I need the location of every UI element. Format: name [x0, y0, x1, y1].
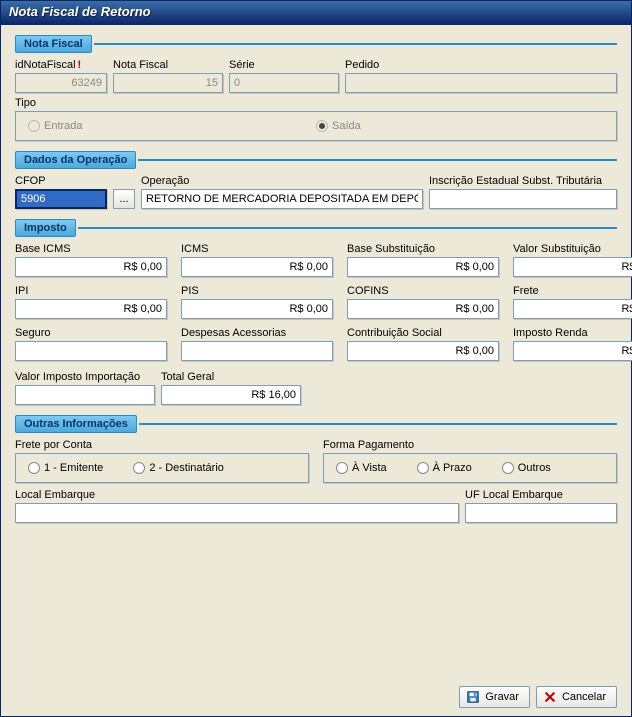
cancelar-button[interactable]: Cancelar [536, 686, 617, 708]
radio-label-a-vista: À Vista [352, 462, 387, 474]
radio-label-destinatario: 2 - Destinatário [149, 462, 224, 474]
label-base-subst: Base Substituição [347, 243, 499, 255]
radio-emitente[interactable]: 1 - Emitente [28, 462, 103, 474]
footer-buttons: Gravar Cancelar [459, 686, 617, 708]
fieldset-outras: Outras Informações Frete por Conta 1 - E… [15, 415, 617, 523]
radio-dot-outros [502, 462, 514, 474]
label-valor-subst: Valor Substituição [513, 243, 632, 255]
label-frete-por-conta: Frete por Conta [15, 439, 309, 451]
cancelar-label: Cancelar [562, 691, 606, 703]
label-cofins: COFINS [347, 285, 499, 297]
label-uf-local-embarque: UF Local Embarque [465, 489, 617, 501]
panel-forma-pagamento: À Vista À Prazo Outros [323, 453, 617, 483]
label-ipi: IPI [15, 285, 167, 297]
label-tipo: Tipo [15, 97, 617, 109]
label-frete: Frete [513, 285, 632, 297]
input-icms[interactable] [181, 257, 333, 277]
legend-nota-fiscal: Nota Fiscal [15, 35, 92, 53]
legend-dados-operacao: Dados da Operação [15, 151, 136, 169]
cancel-icon [543, 690, 557, 704]
label-icms: ICMS [181, 243, 333, 255]
label-pedido: Pedido [345, 59, 617, 71]
radio-saida: Saída [316, 120, 604, 132]
input-pedido [345, 73, 617, 93]
fieldset-imposto: Imposto Base ICMS ICMS Base Substituição… [15, 219, 617, 405]
panel-tipo: Entrada Saída [15, 111, 617, 141]
save-icon [466, 690, 480, 704]
radio-dot-entrada [28, 120, 40, 132]
input-base-subst[interactable] [347, 257, 499, 277]
input-ipi[interactable] [15, 299, 167, 319]
radio-label-entrada: Entrada [44, 120, 83, 132]
input-pis[interactable] [181, 299, 333, 319]
input-local-embarque[interactable] [15, 503, 459, 523]
titlebar: Nota Fiscal de Retorno [1, 1, 631, 25]
radio-a-vista[interactable]: À Vista [336, 462, 387, 474]
window-title: Nota Fiscal de Retorno [9, 4, 151, 19]
label-total-geral: Total Geral [161, 371, 301, 383]
radio-dot-saida [316, 120, 328, 132]
radio-label-a-prazo: À Prazo [433, 462, 472, 474]
label-operacao: Operação [141, 175, 423, 187]
content: Nota Fiscal idNotaFiscal! Nota Fiscal Sé… [1, 25, 631, 543]
cfop-lookup-button[interactable]: ... [113, 189, 135, 209]
input-contrib-social[interactable] [347, 341, 499, 361]
legend-line [78, 227, 617, 229]
gravar-button[interactable]: Gravar [459, 686, 530, 708]
label-pis: PIS [181, 285, 333, 297]
legend-line [139, 423, 617, 425]
label-cfop: CFOP [15, 175, 107, 187]
legend-outras: Outras Informações [15, 415, 137, 433]
input-operacao[interactable] [141, 189, 423, 209]
input-id-nota-fiscal [15, 73, 107, 93]
legend-line [138, 159, 617, 161]
legend-line [94, 43, 617, 45]
label-serie: Série [229, 59, 339, 71]
label-despesas: Despesas Acessorias [181, 327, 333, 339]
input-seguro[interactable] [15, 341, 167, 361]
radio-dot-a-vista [336, 462, 348, 474]
label-nota-fiscal: Nota Fiscal [113, 59, 223, 71]
label-inscricao: Inscrição Estadual Subst. Tributária [429, 175, 617, 187]
radio-label-outros: Outros [518, 462, 551, 474]
input-frete[interactable] [513, 299, 632, 319]
panel-frete-por-conta: 1 - Emitente 2 - Destinatário [15, 453, 309, 483]
radio-dot-a-prazo [417, 462, 429, 474]
input-despesas[interactable] [181, 341, 333, 361]
input-valor-imp-import[interactable] [15, 385, 155, 405]
input-cfop[interactable] [15, 189, 107, 209]
label-id-nota-fiscal: idNotaFiscal! [15, 59, 107, 71]
radio-entrada: Entrada [28, 120, 316, 132]
label-seguro: Seguro [15, 327, 167, 339]
input-imp-renda[interactable] [513, 341, 632, 361]
input-uf-local-embarque[interactable] [465, 503, 617, 523]
input-total-geral[interactable] [161, 385, 301, 405]
label-local-embarque: Local Embarque [15, 489, 459, 501]
label-base-icms: Base ICMS [15, 243, 167, 255]
radio-dot-emitente [28, 462, 40, 474]
label-imp-renda: Imposto Renda [513, 327, 632, 339]
label-contrib-social: Contribuição Social [347, 327, 499, 339]
radio-a-prazo[interactable]: À Prazo [417, 462, 472, 474]
radio-dot-destinatario [133, 462, 145, 474]
input-cofins[interactable] [347, 299, 499, 319]
fieldset-dados-operacao: Dados da Operação CFOP ... Operação Insc… [15, 151, 617, 209]
radio-destinatario[interactable]: 2 - Destinatário [133, 462, 224, 474]
fieldset-nota-fiscal: Nota Fiscal idNotaFiscal! Nota Fiscal Sé… [15, 35, 617, 141]
input-nota-fiscal [113, 73, 223, 93]
legend-imposto: Imposto [15, 219, 76, 237]
input-base-icms[interactable] [15, 257, 167, 277]
input-serie [229, 73, 339, 93]
radio-label-emitente: 1 - Emitente [44, 462, 103, 474]
label-valor-imp-import: Valor Imposto Importação [15, 371, 155, 383]
input-inscricao[interactable] [429, 189, 617, 209]
label-forma-pagamento: Forma Pagamento [323, 439, 617, 451]
radio-label-saida: Saída [332, 120, 361, 132]
window: Nota Fiscal de Retorno Nota Fiscal idNot… [0, 0, 632, 717]
input-valor-subst[interactable] [513, 257, 632, 277]
radio-outros[interactable]: Outros [502, 462, 551, 474]
gravar-label: Gravar [485, 691, 519, 703]
